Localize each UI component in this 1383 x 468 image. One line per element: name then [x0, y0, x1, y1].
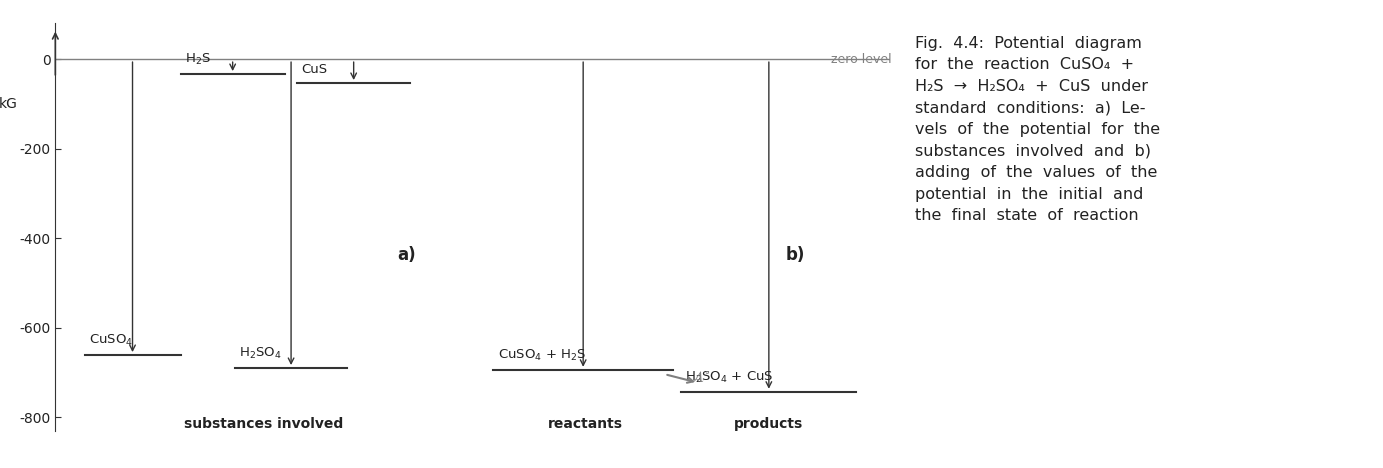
Text: reactants: reactants [548, 417, 622, 431]
Text: $\mathcal{A}^{\circ}$: $\mathcal{A}^{\circ}$ [690, 369, 709, 384]
Text: zero level: zero level [827, 53, 892, 66]
Text: H$_2$SO$_4$ + CuS: H$_2$SO$_4$ + CuS [686, 370, 773, 385]
Text: b): b) [786, 246, 805, 263]
Text: kG: kG [0, 97, 18, 111]
Text: CuSO$_4$: CuSO$_4$ [89, 333, 133, 348]
Text: a): a) [397, 246, 416, 263]
Text: CuS: CuS [301, 63, 328, 76]
Text: CuSO$_4$ + H$_2$S: CuSO$_4$ + H$_2$S [498, 348, 586, 363]
Text: H$_2$SO$_4$: H$_2$SO$_4$ [239, 346, 282, 361]
Text: products: products [734, 417, 804, 431]
Text: substances involved: substances involved [184, 417, 343, 431]
Text: Fig.  4.4:  Potential  diagram
for  the  reaction  CuSO₄  +
H₂S  →  H₂SO₄  +  Cu: Fig. 4.4: Potential diagram for the reac… [914, 36, 1159, 223]
Text: H$_2$S: H$_2$S [185, 52, 210, 67]
